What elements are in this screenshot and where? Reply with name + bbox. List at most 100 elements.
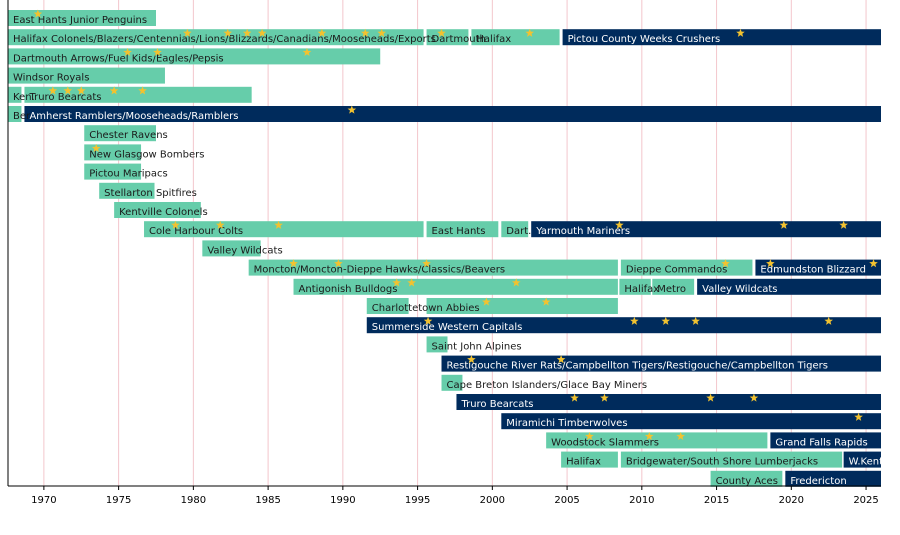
team-label: Halifax	[566, 457, 601, 468]
championship-star	[171, 220, 180, 229]
championship-star	[600, 393, 609, 402]
team-label: Dart.	[506, 226, 531, 237]
championship-star	[76, 86, 86, 95]
team-label: Valley Wildcats	[207, 245, 282, 256]
timeline-bar	[8, 10, 156, 26]
team-label: Charlottetown Abbies	[372, 303, 480, 314]
timeline-bar	[426, 221, 499, 238]
team-label: East Hants	[432, 226, 486, 237]
championship-star	[615, 220, 624, 229]
team-label: Edmundston Blizzard	[760, 265, 866, 276]
team-label: New Glasgow Bombers	[89, 149, 204, 160]
championship-star	[766, 259, 775, 268]
team-label: Cape Breton Islanders/Glace Bay Miners	[447, 380, 648, 391]
timeline-bar	[426, 29, 469, 46]
timeline-bar	[441, 355, 881, 372]
team-label: Pictou Maripacs	[89, 169, 167, 180]
team-label: W.Kent	[849, 457, 883, 468]
championship-star	[721, 259, 730, 268]
timeline-bar	[8, 67, 165, 84]
team-label: Stellarton Spitfires	[104, 188, 197, 199]
championship-star	[525, 28, 534, 37]
championship-star	[691, 316, 700, 325]
timeline-bar	[426, 336, 448, 353]
championship-star	[377, 28, 386, 37]
championship-star	[215, 220, 225, 229]
team-label: Yarmouth Mariners	[535, 226, 630, 237]
championship-star	[749, 393, 759, 402]
timeline-bar	[441, 374, 463, 391]
x-tick-label: 1985	[255, 495, 280, 506]
grid	[43, 0, 867, 486]
x-tick-label: 1980	[181, 495, 206, 506]
timeline-bar	[248, 259, 618, 276]
team-label: Moncton/Moncton-Dieppe Hawks/Classics/Be…	[254, 265, 505, 276]
timeline-bar	[501, 413, 881, 430]
championship-star	[289, 259, 298, 268]
championship-star	[123, 47, 132, 57]
championship-star	[407, 278, 416, 287]
timeline-bar	[84, 163, 142, 180]
championship-star	[274, 220, 283, 229]
x-tick-label: 2005	[554, 495, 579, 506]
team-label: Cole Harbour Colts	[149, 226, 243, 237]
timeline-bar	[84, 125, 156, 142]
timeline-bar	[710, 470, 783, 487]
championship-star	[334, 259, 343, 268]
timeline-bar	[561, 451, 618, 468]
timeline-bar	[114, 202, 201, 218]
team-label: Antigonish Bulldogs	[299, 284, 398, 295]
team-label: Truro Bearcats	[460, 399, 533, 410]
timeline-bar	[652, 278, 695, 295]
championship-star	[706, 393, 715, 402]
team-label: Dartmouth Arrows/Fuel Kids/Eagles/Pepsis	[13, 53, 224, 64]
championship-star	[223, 28, 233, 37]
timeline-bar	[8, 48, 381, 65]
team-label: Bridgewater/South Shore Lumberjacks	[626, 457, 818, 468]
timeline-bar	[620, 259, 753, 276]
x-tick-label: 1990	[330, 495, 355, 506]
team-label: Halifax	[476, 34, 511, 45]
team-label: Saint John Alpines	[432, 341, 522, 352]
team-label: Miramichi Timberwolves	[506, 418, 627, 429]
timeline-bar	[426, 298, 618, 314]
championship-star	[423, 316, 433, 325]
championship-star	[630, 316, 639, 325]
championship-star	[302, 47, 312, 57]
championship-star	[91, 143, 101, 153]
team-label: Kentville Colonels	[119, 207, 208, 218]
x-tick-label: 2010	[629, 495, 654, 506]
timeline-bar	[24, 106, 882, 122]
x-tick-label: 2000	[480, 495, 505, 506]
championship-star	[347, 105, 357, 114]
timeline-bar	[501, 221, 529, 238]
championship-star	[183, 28, 192, 37]
championship-star	[570, 393, 579, 402]
team-label: Ber.	[13, 111, 32, 122]
championship-star	[467, 355, 476, 364]
championship-star	[33, 9, 43, 18]
championship-star	[824, 316, 833, 325]
team-label: Windsor Royals	[13, 73, 89, 84]
team-label: Valley Wildcats	[702, 284, 777, 295]
team-label: Metro	[657, 284, 686, 295]
championship-star	[422, 259, 431, 268]
championship-star	[482, 297, 491, 306]
timeline-bar	[785, 470, 881, 487]
championship-star	[854, 412, 863, 421]
championship-star	[257, 28, 267, 37]
timeline-bar	[755, 259, 881, 276]
championship-star	[317, 28, 327, 37]
x-tick-label: 2020	[779, 495, 804, 506]
x-tick-label: 2025	[853, 495, 878, 506]
timeline-bar	[697, 278, 881, 295]
x-tick-label: 1970	[31, 495, 56, 506]
team-label: Ken.	[13, 92, 35, 103]
championship-star	[437, 28, 446, 37]
championship-star	[153, 47, 162, 57]
timeline-bar	[202, 240, 261, 257]
team-label: Chester Ravens	[89, 130, 168, 141]
championship-star	[138, 86, 147, 95]
timeline-bar	[456, 394, 881, 410]
team-label: County Aces	[716, 476, 778, 487]
